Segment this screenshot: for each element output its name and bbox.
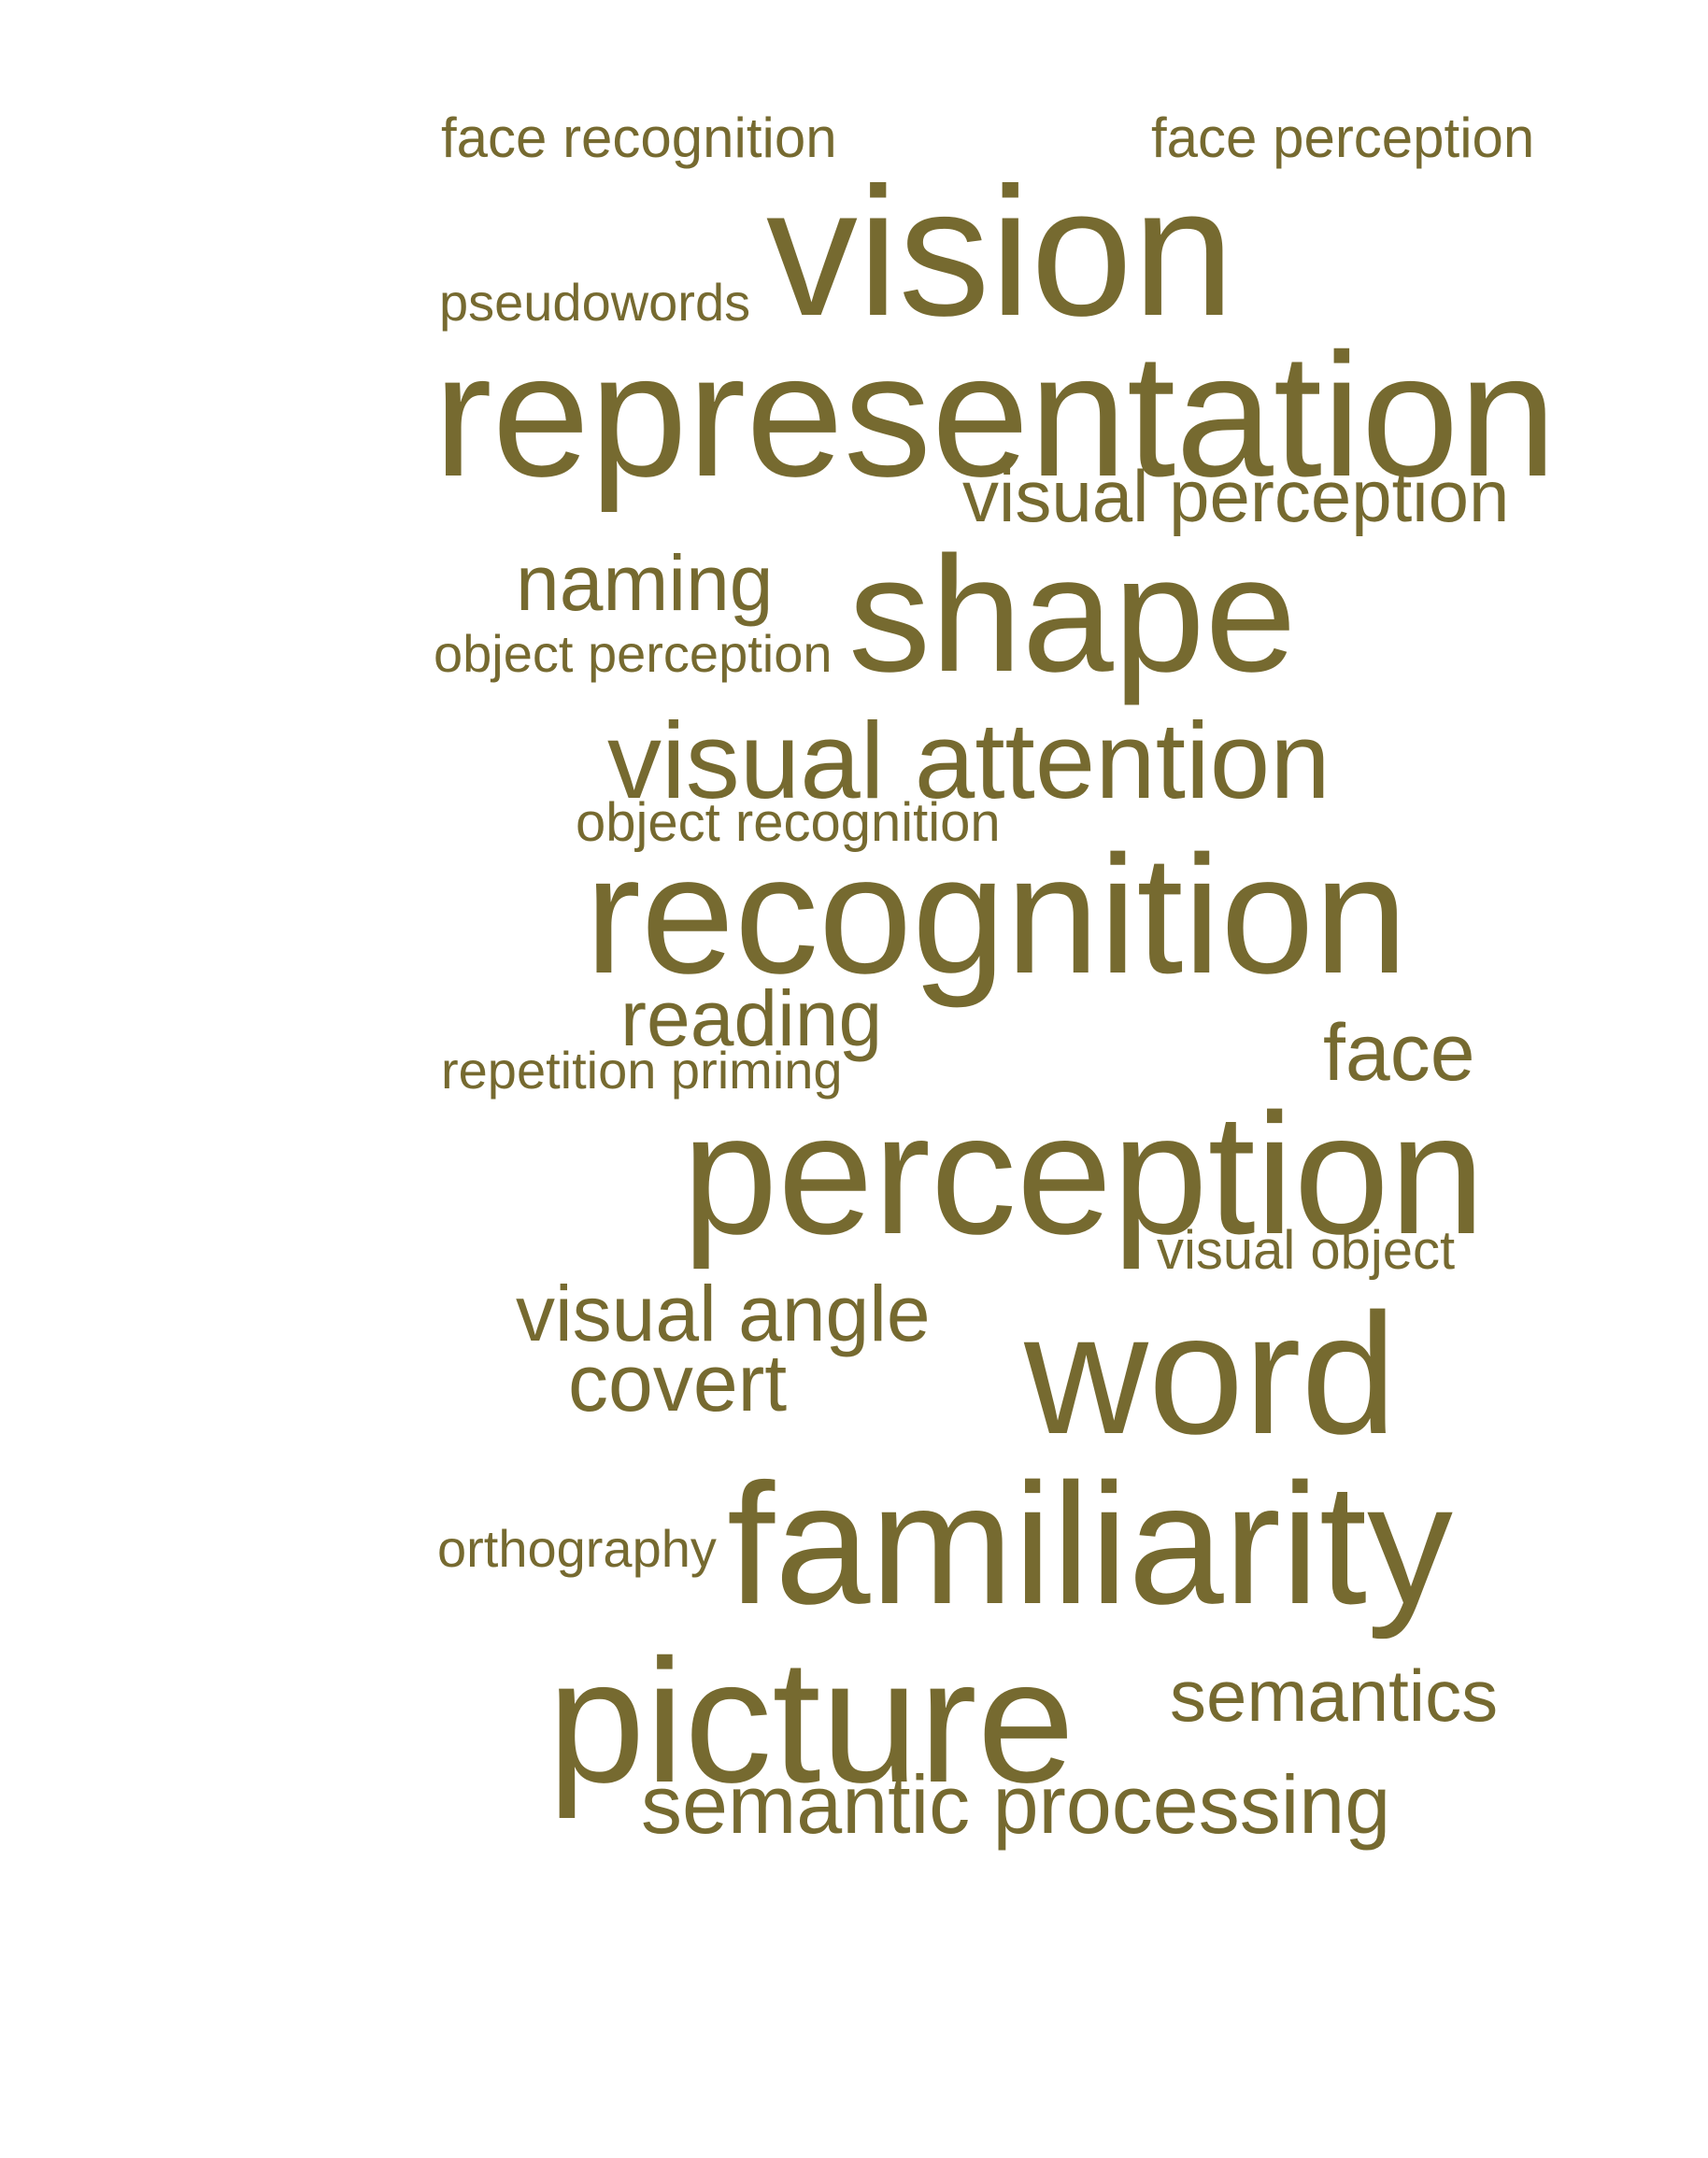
- word-face: face: [1323, 1008, 1475, 1098]
- word-visual-object: visual object: [1157, 1220, 1456, 1281]
- word-naming: naming: [516, 539, 774, 627]
- word-face-perception: face perception: [1151, 106, 1535, 169]
- word-shape: shape: [848, 523, 1297, 706]
- word-perception: perception: [682, 1077, 1486, 1270]
- word-recognition: recognition: [585, 821, 1408, 1009]
- word-covert: covert: [568, 1339, 788, 1428]
- word-familiarity: familiarity: [727, 1447, 1453, 1640]
- word-orthography: orthography: [437, 1519, 717, 1578]
- word-semantic-processing: semantic processing: [641, 1758, 1391, 1851]
- word-picture: picture: [548, 1623, 1075, 1819]
- word-visual-attention: visual attention: [607, 700, 1331, 821]
- word-representation: representation: [434, 317, 1557, 513]
- word-face-recognition: face recognition: [441, 106, 837, 169]
- word-repetition-priming: repetition priming: [441, 1041, 843, 1100]
- word-vision: vision: [766, 149, 1235, 354]
- word-pseudowords: pseudowords: [439, 273, 751, 332]
- word-reading: reading: [620, 974, 883, 1062]
- word-semantics: semantics: [1170, 1654, 1499, 1737]
- word-object-recognition: object recognition: [576, 792, 1001, 853]
- word-visual-angle: visual angle: [516, 1270, 931, 1357]
- word-word: word: [1024, 1277, 1397, 1469]
- word-visual-perception: visual perception: [962, 455, 1510, 537]
- word-object-perception: object perception: [434, 624, 833, 683]
